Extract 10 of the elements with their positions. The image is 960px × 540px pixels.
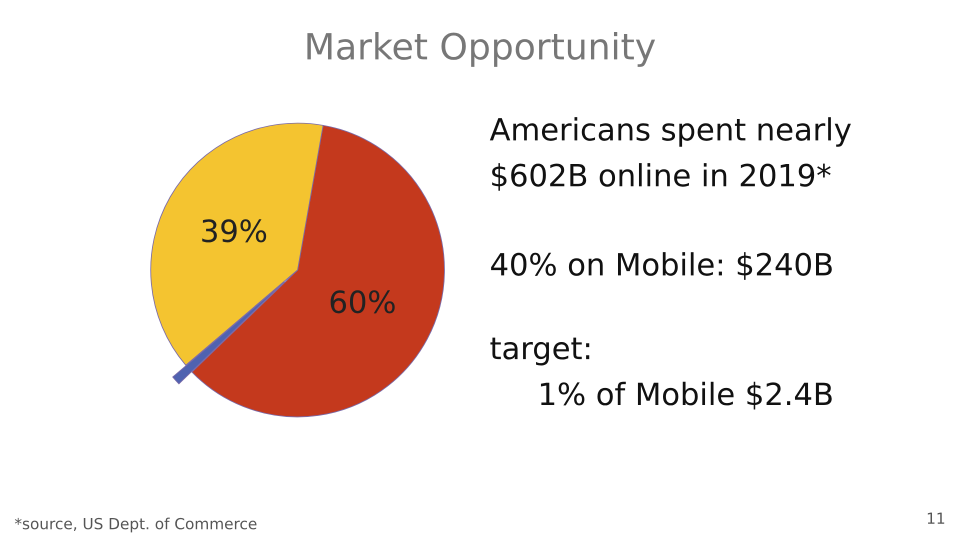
text: Americans spent nearly (490, 117, 851, 147)
chart-title: Market Opportunity (307, 32, 656, 67)
data-label: 39% (202, 219, 266, 242)
text: 1% of Mobile $2.4B (540, 382, 832, 410)
text: 40% on Mobile: $240B (491, 252, 832, 280)
text: $602B online in 2019* (492, 163, 831, 191)
data-label: 60% (330, 290, 395, 314)
text: 11 (928, 512, 944, 524)
text: *source, US Dept. of Commerce (14, 518, 256, 532)
text: target: (490, 338, 590, 366)
